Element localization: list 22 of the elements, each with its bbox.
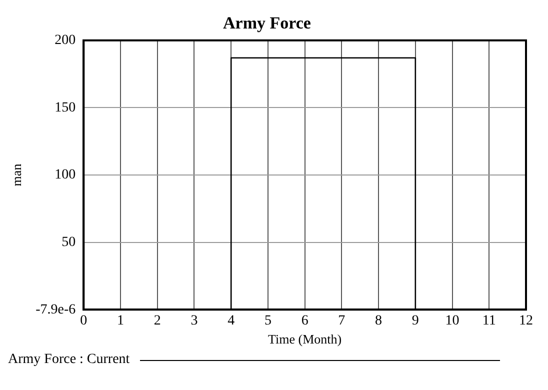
- x-axis-title: Time (Month): [268, 332, 342, 347]
- x-tick-label: 10: [445, 314, 460, 329]
- y-tick-label: -7.9e-6: [36, 302, 76, 318]
- text: Army Force : Current: [8, 352, 130, 368]
- x-tick-label: 1: [117, 314, 124, 329]
- y-tick-label: 100: [54, 168, 76, 183]
- x-tick-label: 5: [264, 314, 272, 329]
- y-tick-label: 50: [62, 234, 76, 250]
- y-axis-title: man: [9, 163, 24, 186]
- x-tick-label: 12: [519, 314, 533, 329]
- x-tick-label: 4: [228, 314, 235, 329]
- y-tick-label: 200: [54, 33, 76, 48]
- x-tick-label: 6: [301, 314, 308, 329]
- x-tick-label: 3: [190, 314, 198, 329]
- x-tick-label: 8: [375, 314, 382, 329]
- x-tick-label: 0: [80, 314, 88, 329]
- y-tick-label: 150: [54, 100, 76, 116]
- chart-title: Army Force: [223, 14, 312, 33]
- x-tick-label: 2: [154, 314, 161, 329]
- x-tick-label: 9: [412, 314, 419, 329]
- x-tick-label: 11: [482, 314, 496, 329]
- x-tick-label: 7: [338, 314, 346, 329]
